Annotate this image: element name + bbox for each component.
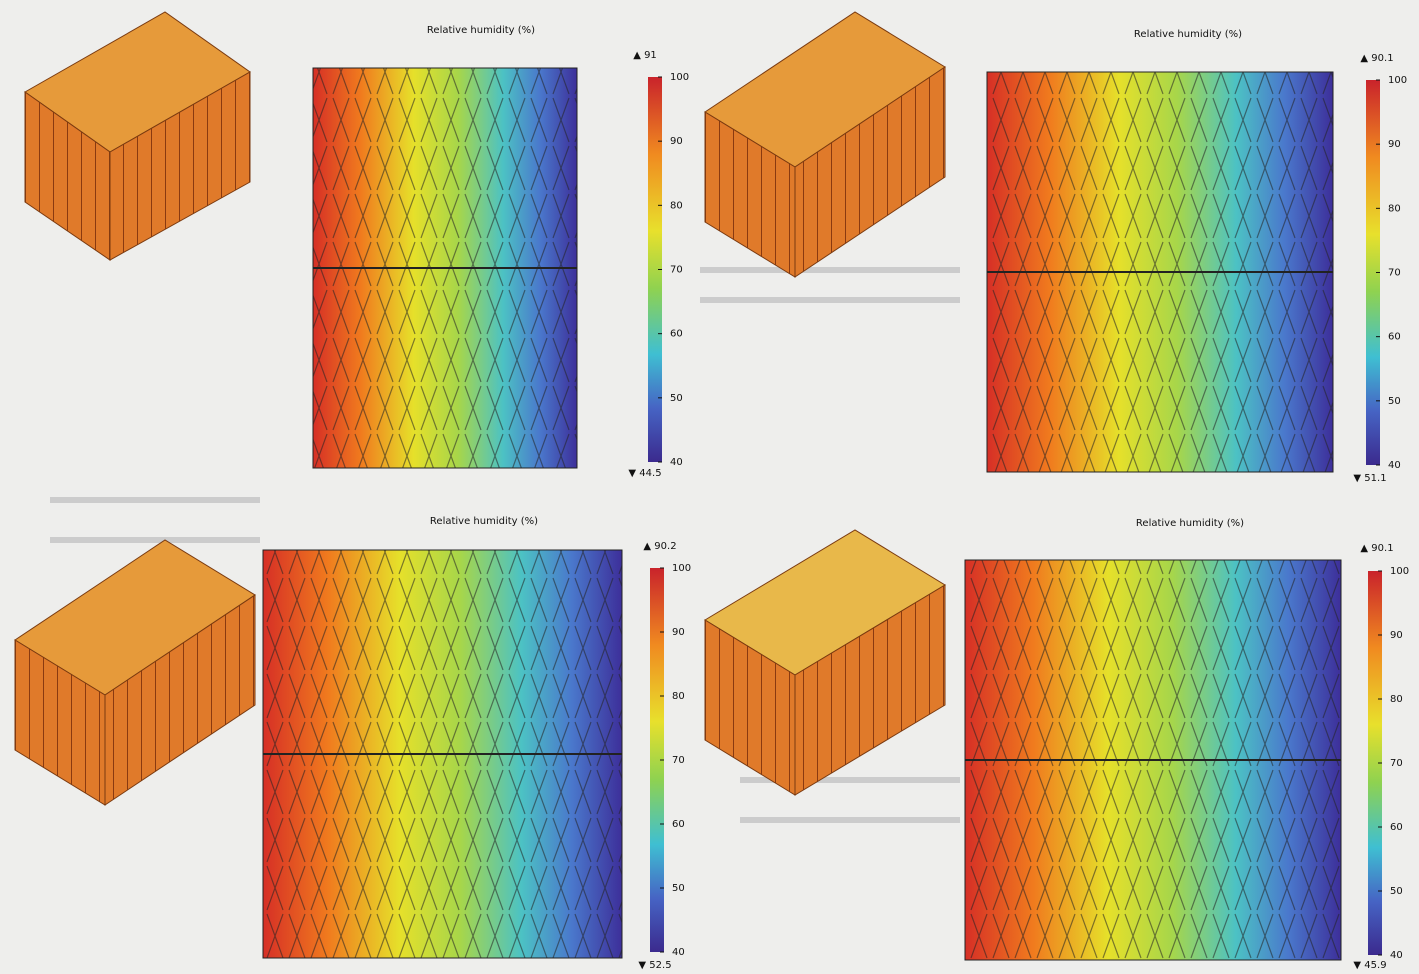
colorbar-label: 40	[1388, 460, 1401, 471]
colorbar-label: 80	[1388, 203, 1401, 214]
colorbar-label: 100	[672, 563, 691, 574]
colorbar-label: 60	[670, 329, 683, 340]
min-label: ▼ 52.5	[638, 960, 671, 970]
colorbar-label: 50	[670, 393, 683, 404]
panel-title: Relative humidity (%)	[430, 516, 538, 527]
scan: Relative humidity (%) 100 90 80 70 60 50 40 ▲ 91…	[0, 0, 1419, 970]
colorbar-label: 80	[1390, 694, 1403, 705]
colorbar-label: 100	[1388, 75, 1407, 86]
colorbar-label: 90	[1388, 139, 1401, 150]
colorbar-label: 40	[672, 947, 685, 958]
max-label: ▲ 90.2	[643, 541, 676, 552]
page: Relative humidity (%) 100 90 80 70 60 50 40 ▲ 91…	[0, 0, 1419, 970]
colorbar-label: 60	[1390, 822, 1403, 833]
colorbar-label: 80	[670, 200, 683, 211]
colorbar-label: 60	[1388, 332, 1401, 343]
colorbar-label: 70	[1388, 268, 1401, 279]
min-label: ▼ 45.9	[1353, 960, 1386, 970]
colorbar-label: 50	[1388, 396, 1401, 407]
colorbar-label: 70	[670, 265, 683, 276]
colorbar-label: 60	[672, 819, 685, 830]
humidity-panel: Relative humidity (%) 100 90 80 70 60 50 40 ▲ 90…	[965, 518, 1409, 970]
panel-title: Relative humidity (%)	[1134, 29, 1242, 40]
colorbar-label: 40	[1390, 950, 1403, 961]
colorbar-label: 90	[672, 627, 685, 638]
colorbar-label: 100	[670, 72, 689, 83]
panel-title: Relative humidity (%)	[1136, 518, 1244, 529]
max-label: ▲ 91	[633, 50, 657, 61]
humidity-panel: Relative humidity (%) 100 90 80 70 60 50 40 ▲ 91…	[313, 25, 689, 479]
colorbar-label: 90	[1390, 630, 1403, 641]
colorbar-label: 70	[672, 755, 685, 766]
colorbar-label: 50	[672, 883, 685, 894]
colorbar-label: 90	[670, 136, 683, 147]
max-label: ▲ 90.1	[1360, 543, 1393, 554]
colorbar-label: 100	[1390, 566, 1409, 577]
humidity-panel: Relative humidity (%) 100 90 80 70 60 50 40 ▲ 90…	[263, 516, 691, 970]
colorbar-label: 80	[672, 691, 685, 702]
panel-title: Relative humidity (%)	[427, 25, 535, 36]
min-label: ▼ 44.5	[628, 468, 661, 479]
colorbar-label: 70	[1390, 758, 1403, 769]
colorbar-label: 50	[1390, 886, 1403, 897]
min-label: ▼ 51.1	[1353, 473, 1386, 484]
humidity-panel: Relative humidity (%) 100 90 80 70 60 50 40 ▲ 90…	[987, 29, 1407, 484]
max-label: ▲ 90.1	[1360, 53, 1393, 64]
colorbar-label: 40	[670, 457, 683, 468]
